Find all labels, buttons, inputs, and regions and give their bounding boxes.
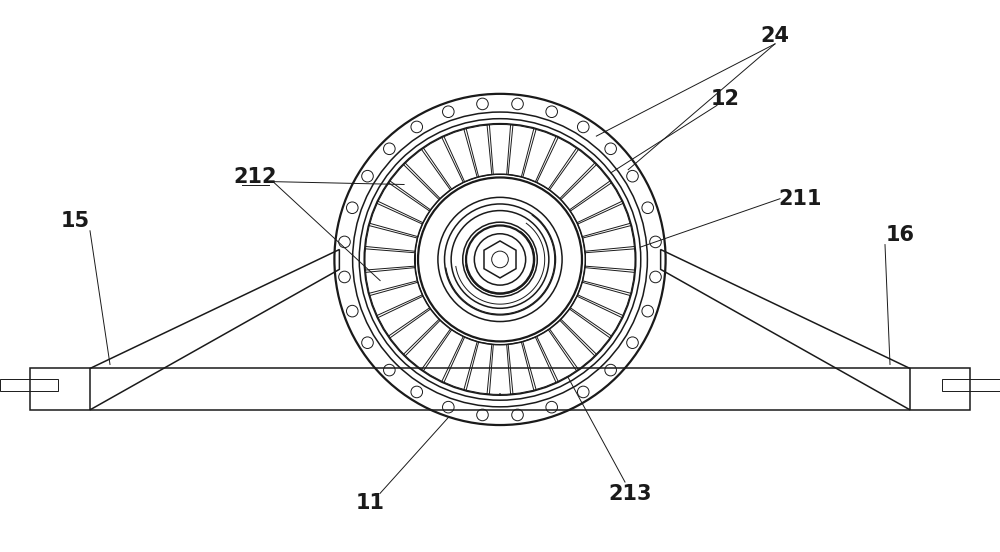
Text: 16: 16 [886, 225, 914, 245]
Text: 212: 212 [233, 167, 277, 187]
Text: 24: 24 [761, 26, 790, 46]
Text: 213: 213 [608, 484, 652, 504]
Text: 211: 211 [778, 189, 822, 209]
Text: 11: 11 [356, 493, 384, 513]
Text: 12: 12 [710, 89, 740, 109]
Text: 15: 15 [60, 211, 90, 231]
